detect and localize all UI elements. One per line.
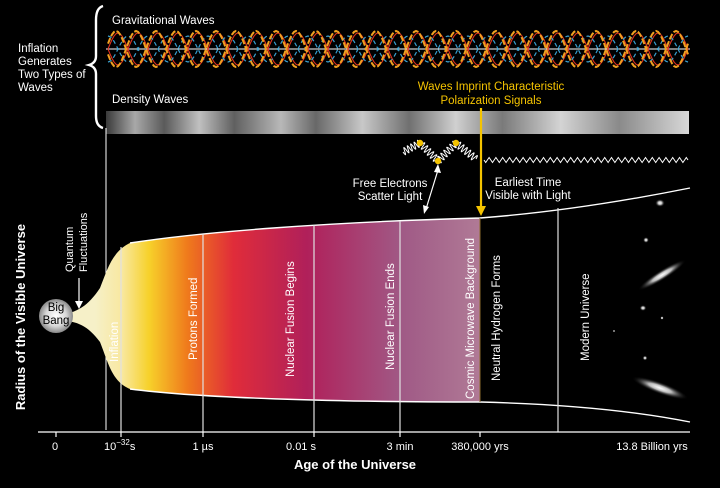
density-waves-bar bbox=[106, 111, 689, 134]
imprint-label-line-1: Waves Imprint Characteristic bbox=[418, 81, 565, 93]
y-axis-title: Radius of the Visible Universe bbox=[13, 224, 28, 410]
incoming-photon bbox=[402, 139, 421, 156]
svg-text:Quantum: Quantum bbox=[64, 227, 76, 272]
earliest-time-label-line-1: Earliest Time bbox=[495, 177, 561, 189]
epoch-label-cosmic-microwave-background: Cosmic Microwave Background bbox=[465, 238, 477, 399]
density-waves-label: Density Waves bbox=[112, 94, 189, 106]
quantum-fluctuations-arrow bbox=[75, 278, 83, 309]
gravitational-waves-graph bbox=[107, 29, 689, 69]
intro-line-1: Inflation bbox=[18, 43, 58, 55]
tick-label-10-32s: 10−32s bbox=[104, 438, 136, 453]
imprint-arrow bbox=[476, 108, 486, 216]
big-bang-label-line-1: Big bbox=[48, 302, 65, 314]
galaxies-illustration bbox=[613, 199, 689, 400]
tick-label-13-8-billion-yrs: 13.8 Billion yrs bbox=[616, 441, 688, 453]
earliest-time-label-line-2: Visible with Light bbox=[485, 190, 571, 202]
scattered-photon bbox=[417, 142, 441, 162]
time-axis bbox=[38, 431, 690, 437]
svg-text:Fluctuations: Fluctuations bbox=[78, 212, 90, 272]
universe-shape bbox=[58, 187, 691, 423]
imprint-label-line-2: Polarization Signals bbox=[440, 95, 541, 107]
epoch-label-modern-universe: Modern Universe bbox=[580, 273, 592, 361]
gravitational-waves-label: Gravitational Waves bbox=[112, 15, 215, 27]
intro-brace bbox=[84, 4, 104, 130]
tick-label-1-microsecond: 1 µs bbox=[192, 441, 214, 453]
tick-label-3min: 3 min bbox=[387, 441, 414, 453]
intro-line-2: Generates bbox=[18, 56, 72, 68]
tick-label-380000yrs: 380,000 yrs bbox=[451, 441, 509, 453]
intro-line-4: Waves bbox=[18, 82, 53, 94]
epoch-label-nuclear-fusion-begins: Nuclear Fusion Begins bbox=[285, 261, 297, 377]
gravitational-wave-line bbox=[107, 35, 689, 63]
big-bang-label-line-2: Bang bbox=[43, 315, 70, 327]
free-electron-dot bbox=[434, 157, 442, 165]
intro-line-3: Two Types of bbox=[18, 69, 86, 81]
epoch-label-neutral-hydrogen-forms: Neutral Hydrogen Forms bbox=[491, 255, 503, 381]
gravitational-wave-line bbox=[107, 29, 689, 69]
epoch-label-nuclear-fusion-ends: Nuclear Fusion Ends bbox=[385, 263, 397, 370]
tick-label-0-01s: 0.01 s bbox=[286, 441, 316, 453]
scattered-photon bbox=[437, 140, 457, 164]
free-electrons-label-line-1: Free Electrons bbox=[353, 178, 428, 190]
photon-scattering-illustration bbox=[402, 139, 689, 165]
epoch-label-inflation: Inflation bbox=[109, 322, 121, 362]
epoch-dividers bbox=[120, 208, 559, 432]
free-electron-dot bbox=[452, 139, 460, 147]
free-electrons-label-line-2: Scatter Light bbox=[358, 191, 423, 203]
free-electrons-arrow bbox=[423, 164, 441, 214]
tick-label-0: 0 bbox=[52, 441, 58, 453]
scattered-photon bbox=[454, 141, 478, 161]
big-bang bbox=[39, 299, 73, 333]
gravitational-wave-line bbox=[107, 29, 689, 69]
free-streaming-light bbox=[483, 156, 689, 164]
epoch-label-protons-formed: Protons Formed bbox=[188, 278, 200, 360]
x-axis-title: Age of the Universe bbox=[294, 457, 416, 472]
quantum-fluctuations-label: Quantum Fluctuations bbox=[64, 212, 90, 272]
free-electron-dot bbox=[416, 139, 424, 147]
